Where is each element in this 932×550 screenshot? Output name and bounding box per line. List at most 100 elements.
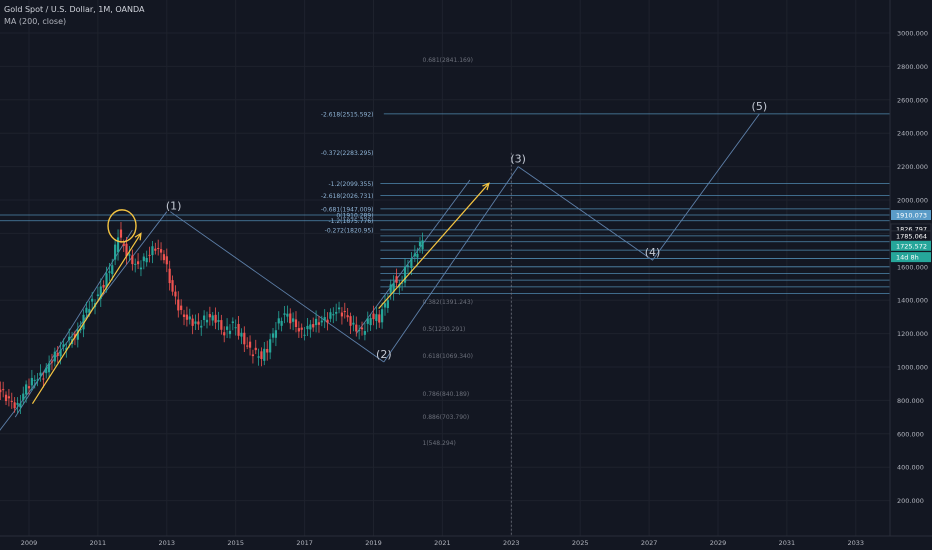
fib-label: -2.618(2026.731) (321, 193, 374, 200)
candle-body (214, 314, 217, 323)
candle-body (76, 329, 79, 340)
price-marker-label: 1725.572 (896, 242, 927, 250)
candle-body (182, 314, 186, 317)
candle-body (148, 254, 151, 256)
candle-body (157, 247, 160, 249)
candle-body (145, 257, 148, 263)
wave-label: (3) (510, 153, 526, 166)
candle-body (19, 403, 22, 408)
fib-label: -1.2(1875.776) (328, 218, 373, 225)
candle-body (271, 333, 275, 338)
candle-body (421, 240, 424, 250)
candle-body (294, 319, 298, 328)
candle-body (188, 316, 191, 320)
candle-body (197, 321, 200, 325)
candle-body (79, 329, 82, 331)
candle-body (180, 305, 183, 311)
candle-body (223, 332, 226, 336)
candle-body (360, 327, 364, 330)
candle-body (346, 315, 349, 318)
candle-body (366, 318, 369, 324)
candle-body (332, 314, 335, 316)
candle-body (111, 265, 114, 275)
candle-body (378, 314, 381, 323)
trend-arrow-left-head (134, 232, 142, 241)
candle-body (159, 249, 163, 253)
candle-body (142, 256, 145, 262)
candle-body (410, 258, 413, 268)
indicator-label[interactable]: MA (200, close) (4, 17, 67, 26)
fib-label: 0.5(1230.291) (423, 326, 466, 333)
candle-body (96, 294, 99, 297)
fib-label: 1(548.294) (423, 440, 456, 447)
candle-body (269, 339, 272, 353)
candle-body (65, 347, 68, 351)
candle-body (102, 284, 105, 288)
candle-body (406, 265, 410, 267)
wave-label: (4) (645, 246, 661, 259)
candle-body (108, 271, 111, 273)
time-tick-label: 2021 (434, 539, 451, 547)
candle-body (416, 253, 419, 258)
wave-label: (1) (166, 199, 182, 212)
candle-body (329, 312, 332, 319)
candle-body (25, 384, 28, 395)
candle-body (4, 394, 8, 402)
candle-body (300, 327, 303, 330)
candle-body (254, 347, 257, 351)
fib-label: 0(1910.289) (336, 212, 373, 219)
candle-body (105, 273, 108, 288)
candle-body (45, 367, 48, 374)
candle-body (326, 319, 329, 323)
candle-body (53, 351, 56, 362)
candle-body (386, 300, 389, 309)
candle-body (260, 351, 263, 360)
time-tick-label: 2011 (90, 539, 107, 547)
candle-body (251, 354, 255, 357)
candle-body (243, 332, 246, 345)
candle-body (30, 377, 33, 386)
time-axis[interactable]: 2009 2011 2013 2015 2017 2019 2021 2023 2025 2027… (0, 535, 932, 547)
candle-body (88, 309, 91, 313)
candle-body (56, 352, 59, 356)
candle-body (413, 253, 416, 257)
price-tick-label: 1200.000 (897, 330, 928, 338)
candle-body (277, 318, 280, 324)
candle-body (352, 322, 355, 325)
candle-body (266, 348, 269, 353)
candle-body (372, 313, 375, 320)
trend-arrow-left (31, 233, 142, 405)
wave-label: (5) (752, 100, 768, 113)
grid-lines (0, 0, 890, 536)
candle-body (280, 320, 283, 326)
candle-body (73, 334, 77, 338)
symbol-title[interactable]: Gold Spot / U.S. Dollar, 1M, OANDA (4, 5, 145, 14)
time-tick-label: 2027 (641, 539, 658, 547)
candle-body (375, 314, 378, 321)
candle-body (39, 372, 42, 376)
candle-body (392, 283, 395, 293)
time-tick-label: 2019 (365, 539, 382, 547)
price-tick-label: 2200.000 (897, 163, 928, 171)
price-tick-label: 1400.000 (897, 297, 928, 305)
candle-body (263, 348, 266, 361)
candle-body (314, 318, 318, 326)
price-tick-label: 1000.000 (897, 364, 928, 372)
candle-body (154, 248, 157, 251)
price-axis-bg (890, 0, 932, 550)
candle-body (400, 282, 404, 284)
candle-body (283, 313, 286, 315)
fib-label: -2.618(2515.592) (321, 111, 374, 118)
candle-body (274, 330, 277, 338)
price-axis[interactable]: 3000.000 2800.000 2600.000 2400.000 2200.000… (889, 0, 932, 550)
time-tick-label: 2023 (503, 539, 520, 547)
candle-body (16, 402, 19, 405)
price-marker (891, 240, 931, 251)
candle-body (323, 317, 326, 321)
candle-body (59, 350, 62, 357)
candle-body (177, 299, 180, 311)
candle-body (203, 315, 206, 320)
price-tick-label: 2400.000 (897, 130, 928, 138)
candle-body (211, 315, 214, 321)
